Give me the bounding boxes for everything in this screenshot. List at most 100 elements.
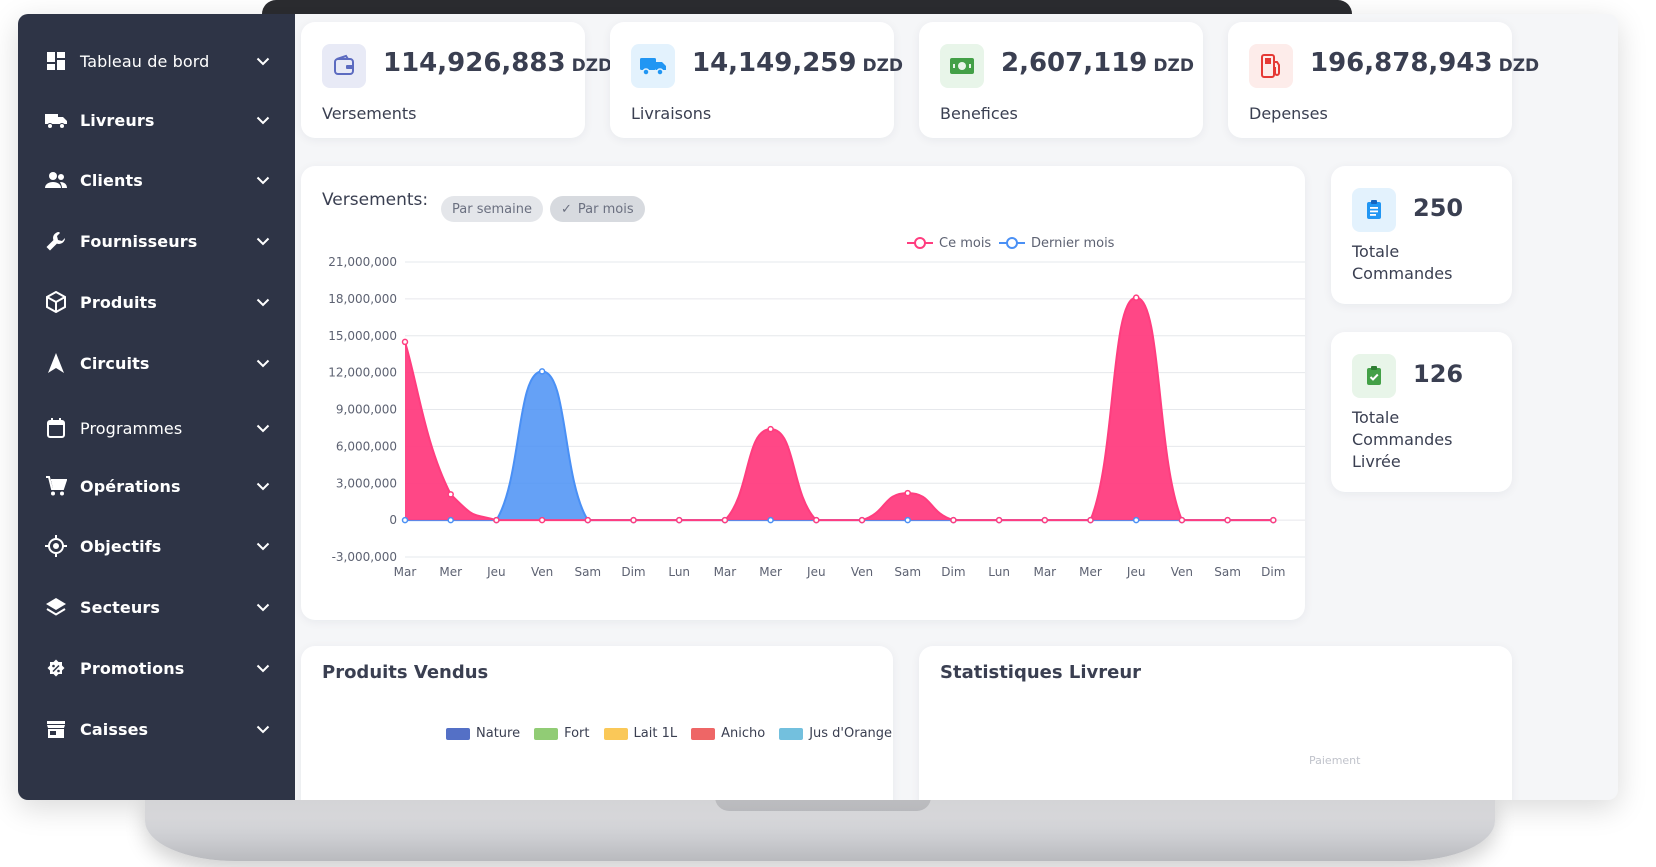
x-tick-label: Mar	[714, 565, 737, 579]
chevron-down-icon[interactable]	[253, 57, 273, 66]
sidebar-item-label: Objectifs	[80, 536, 162, 556]
produits-legend: Nature Fort Lait 1L Anicho Jus d'Orange	[446, 726, 906, 741]
sidebar-item-produits[interactable]: Produits	[18, 280, 295, 324]
sidebar-item-fournisseurs[interactable]: Fournisseurs	[18, 219, 295, 263]
cart-icon	[44, 474, 68, 498]
chip-par-mois-label: Par mois	[577, 201, 634, 217]
chevron-down-icon	[256, 116, 270, 124]
sidebar-item-label: Fournisseurs	[80, 231, 198, 251]
sidebar-item-opérations[interactable]: Opérations	[18, 464, 295, 508]
check-icon: ✓	[561, 201, 572, 217]
x-tick-label: Dim	[1261, 565, 1285, 579]
versements-chart-card: Versements: Par semaine ✓ Par mois 21,00…	[301, 166, 1305, 620]
legend-item[interactable]: Nature	[446, 726, 520, 741]
x-tick-label: Ven	[531, 565, 553, 579]
calendar-icon	[44, 416, 68, 440]
sidebar-item-label: Circuits	[80, 353, 150, 373]
chevron-down-icon	[256, 424, 270, 432]
legend-item[interactable]: Lait 1L	[603, 726, 677, 741]
statistiques-livreur-title: Statistiques Livreur	[940, 662, 1142, 683]
navigation-arrow-icon	[44, 351, 68, 375]
sidebar-item-secteurs[interactable]: Secteurs	[18, 585, 295, 629]
data-point	[401, 338, 409, 346]
stat-amount: 2,607,119	[1001, 48, 1148, 78]
versements-chart-title: Versements:	[322, 190, 429, 210]
stat-unit: DZD	[1153, 56, 1194, 76]
chevron-down-icon[interactable]	[253, 664, 273, 673]
legend-swatch	[534, 727, 559, 740]
legend-label: Jus d'Orange	[809, 726, 893, 741]
stat-amount: 196,878,943	[1310, 48, 1493, 78]
sidebar-item-tableau-de-bord[interactable]: Tableau de bord	[18, 39, 295, 83]
legend-label: Nature	[476, 726, 521, 741]
chevron-down-icon[interactable]	[253, 725, 273, 734]
delivery-truck-icon	[631, 44, 675, 88]
legend-marker	[914, 237, 926, 249]
wrench-icon	[44, 229, 68, 253]
data-point	[1041, 516, 1049, 524]
commandes-livree-label: Totale Commandes Livrée	[1352, 408, 1453, 471]
chevron-down-icon[interactable]	[253, 359, 273, 368]
produits-vendus-title: Produits Vendus	[322, 662, 489, 683]
chevron-down-icon[interactable]	[253, 482, 273, 491]
sidebar-item-label: Programmes	[80, 418, 183, 438]
dashboard-icon	[44, 49, 68, 73]
x-tick-label: Ven	[1171, 565, 1193, 579]
legend-swatch	[779, 727, 804, 740]
laptop-lid-top	[262, 0, 1352, 14]
y-tick-label: 0	[389, 513, 397, 527]
legend-item[interactable]: Fort	[534, 726, 590, 741]
promo-badge-icon	[44, 656, 68, 680]
y-tick-label: 18,000,000	[328, 292, 397, 306]
chevron-down-icon[interactable]	[253, 424, 273, 433]
stat-value: 114,926,883 DZD	[383, 48, 612, 78]
x-tick-label: Sam	[1214, 565, 1241, 579]
chevron-down-icon[interactable]	[253, 603, 273, 612]
chevron-down-icon	[256, 725, 270, 733]
chevron-down-icon[interactable]	[253, 176, 273, 185]
x-tick-label: Mar	[1033, 565, 1056, 579]
chevron-down-icon[interactable]	[253, 116, 273, 125]
app-screen: Tableau de bord Livreurs Clients Fournisseu…	[18, 14, 1618, 800]
sidebar-item-programmes[interactable]: Programmes	[18, 406, 295, 450]
stat-card-versements: 114,926,883 DZD Versements	[301, 22, 612, 138]
y-tick-label: 9,000,000	[336, 403, 397, 417]
chevron-down-icon	[256, 664, 270, 672]
chevron-down-icon[interactable]	[253, 542, 273, 551]
statistiques-livreur-card: Statistiques Livreur Paiement	[919, 646, 1512, 800]
totale-commandes-label: Totale Commandes	[1352, 242, 1453, 283]
x-tick-label: Jeu	[486, 565, 506, 579]
sidebar-item-caisses[interactable]: Caisses	[18, 707, 295, 751]
legend-swatch	[691, 727, 716, 740]
stat-unit: DZD	[571, 56, 613, 76]
sidebar-item-promotions[interactable]: Promotions	[18, 646, 295, 690]
chevron-down-icon	[256, 176, 270, 184]
legend-item[interactable]: Anicho	[691, 726, 765, 741]
chip-par-mois[interactable]: ✓ Par mois	[550, 196, 645, 222]
legend-item[interactable]: Jus d'Orange	[779, 726, 892, 741]
sidebar-item-circuits[interactable]: Circuits	[18, 341, 295, 385]
sidebar-item-livreurs[interactable]: Livreurs	[18, 98, 295, 142]
chevron-down-icon[interactable]	[253, 237, 273, 246]
legend-label: Fort	[564, 726, 590, 741]
target-icon	[44, 534, 68, 558]
layers-icon	[44, 595, 68, 619]
stat-amount: 114,926,883	[383, 48, 566, 78]
sidebar-item-clients[interactable]: Clients	[18, 158, 295, 202]
chip-par-semaine[interactable]: Par semaine	[441, 196, 543, 222]
sidebar: Tableau de bord Livreurs Clients Fournisseu…	[18, 14, 295, 800]
data-point	[1132, 516, 1140, 524]
chevron-down-icon	[256, 482, 270, 490]
data-point	[1087, 516, 1094, 524]
x-tick-label: Mer	[1079, 565, 1102, 579]
legend-swatch	[446, 727, 470, 740]
sidebar-item-label: Secteurs	[80, 597, 160, 617]
data-point	[1224, 516, 1231, 524]
commandes-livree-value: 126	[1413, 360, 1464, 388]
chevron-down-icon[interactable]	[253, 298, 273, 307]
sidebar-item-objectifs[interactable]: Objectifs	[18, 524, 295, 568]
money-icon	[940, 44, 984, 88]
data-point	[813, 516, 820, 524]
data-point	[950, 516, 957, 524]
data-point	[858, 516, 866, 524]
